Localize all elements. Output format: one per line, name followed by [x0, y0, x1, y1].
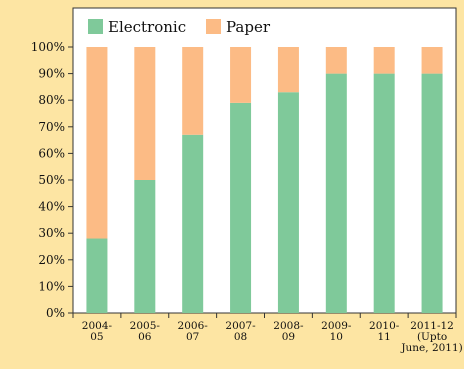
legend-label-electronic: Electronic	[108, 18, 186, 36]
bar-electronic	[134, 180, 156, 313]
bar-paper	[373, 47, 395, 74]
legend-swatch-electronic	[88, 19, 103, 34]
bar-electronic	[277, 92, 299, 313]
legend-swatch-paper	[206, 19, 221, 34]
bar-paper	[421, 47, 443, 74]
x-tick-label: 2005-06	[130, 320, 161, 343]
bar-paper	[134, 47, 156, 180]
bar-paper	[230, 47, 252, 103]
legend-label-paper: Paper	[226, 18, 271, 36]
bar-electronic	[182, 134, 204, 313]
x-tick-label: 2007-08	[225, 320, 256, 343]
y-tick-label: 30%	[38, 226, 65, 240]
x-tick-label: 2011-12 (Upto June, 2011)	[400, 320, 462, 354]
bar-paper	[182, 47, 204, 135]
y-tick-label: 10%	[38, 279, 65, 293]
x-tick-label: 2008-09	[273, 320, 304, 343]
y-tick-label: 80%	[38, 93, 65, 107]
bar-paper	[325, 47, 347, 74]
y-tick-label: 60%	[38, 146, 65, 160]
x-tick-label: 2006-07	[178, 320, 209, 343]
y-tick-label: 90%	[38, 67, 65, 81]
bar-electronic	[421, 73, 443, 313]
plot-area	[72, 7, 457, 314]
bar-paper	[277, 47, 299, 93]
x-tick-label: 2010-11	[369, 320, 400, 343]
y-tick-label: 0%	[46, 306, 65, 320]
y-tick-label: 40%	[38, 200, 65, 214]
bar-electronic	[86, 238, 108, 313]
y-tick-label: 50%	[38, 173, 65, 187]
y-tick-label: 100%	[31, 40, 65, 54]
x-tick-label: 2004-05	[82, 320, 113, 343]
bar-electronic	[373, 73, 395, 313]
bar-paper	[86, 47, 108, 239]
bar-electronic	[230, 102, 252, 313]
x-tick-label: 2009-10	[321, 320, 352, 343]
y-tick-label: 70%	[38, 120, 65, 134]
y-tick-label: 20%	[38, 253, 65, 267]
bar-electronic	[325, 73, 347, 313]
